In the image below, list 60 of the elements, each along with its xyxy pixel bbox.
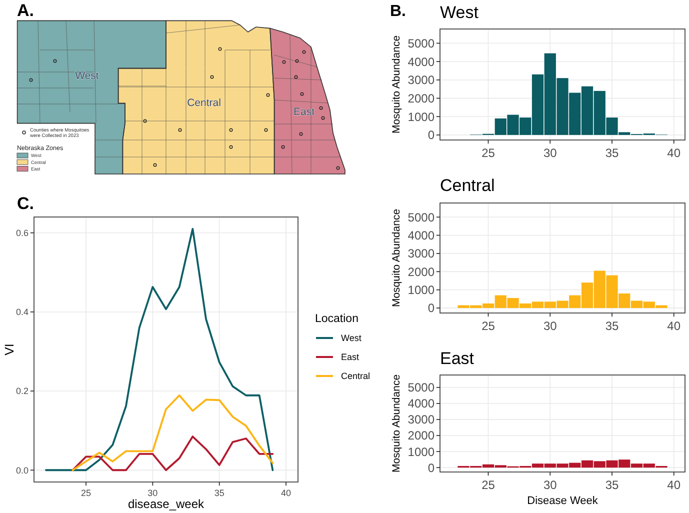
y-tick-label: 4000 [408, 228, 435, 242]
x-tick-label: 40 [667, 146, 681, 160]
legend-label: West [341, 333, 362, 344]
y-axis-title: Mosquito Abundance [390, 208, 403, 308]
x-tick-label: 25 [482, 478, 496, 492]
category-label: East [293, 106, 315, 118]
x-axis-title: disease_week [128, 497, 206, 511]
y-axis-title: Mosquito Abundance [390, 374, 403, 473]
y-tick-label: 3000 [408, 73, 435, 88]
y-tick-label: 0 [428, 128, 435, 142]
y-tick-label: 2000 [408, 264, 435, 279]
x-tick-label: 30 [148, 488, 158, 498]
text: B. [390, 3, 406, 20]
y-tick-label: 1000 [408, 283, 435, 298]
y-tick-label: 0 [428, 460, 435, 475]
text: A. [17, 1, 34, 20]
chart-title: Central [440, 176, 495, 195]
y-tick-label: 1000 [408, 110, 435, 124]
x-tick-label: 40 [667, 319, 681, 333]
category-label: Central [187, 97, 221, 109]
x-axis-title: Disease Week [527, 495, 598, 507]
legend-label: East [341, 352, 360, 362]
y-tick-label: 4000 [408, 396, 435, 411]
y-tick-label: 5000 [408, 36, 435, 50]
chart-title: West [440, 3, 479, 22]
y-tick-label: 5000 [408, 380, 435, 395]
y-tick-label: 0.6 [16, 228, 28, 238]
text: C. [17, 194, 34, 213]
y-tick-label: 2000 [408, 428, 435, 443]
x-tick-label: 35 [605, 319, 619, 333]
line-series [72, 394, 274, 472]
x-tick-label: 30 [543, 319, 558, 333]
x-tick-label: 35 [214, 488, 224, 498]
chart-title: East [440, 349, 474, 368]
y-tick-label: 0.4 [16, 307, 28, 318]
legend-label: Central [341, 371, 370, 382]
y-tick-label: 4000 [408, 54, 435, 69]
x-tick-label: 25 [482, 319, 496, 333]
y-tick-label: 0 [428, 301, 435, 316]
y-tick-label: 0.2 [16, 386, 28, 396]
x-tick-label: 30 [543, 146, 558, 160]
y-tick-label: 1000 [408, 444, 435, 459]
x-tick-label: 40 [667, 478, 681, 492]
legend-title: Location [315, 313, 358, 325]
x-tick-label: 25 [482, 146, 496, 160]
y-axis-title: VI [2, 344, 16, 356]
line-series [45, 228, 274, 472]
y-tick-label: 3000 [408, 246, 435, 261]
x-tick-label: 35 [605, 146, 619, 160]
y-tick-label: 3000 [408, 412, 435, 427]
x-tick-label: 35 [605, 478, 619, 492]
y-tick-label: 5000 [408, 210, 435, 224]
x-tick-label: 30 [543, 478, 558, 492]
x-tick-label: 25 [80, 488, 92, 498]
y-tick-label: 0.0 [16, 465, 28, 476]
line-series [72, 436, 274, 472]
y-tick-label: 2000 [408, 91, 435, 106]
category-label: West [75, 70, 99, 82]
x-tick-label: 40 [280, 488, 292, 498]
y-axis-title: Mosquito Abundance [390, 35, 403, 134]
